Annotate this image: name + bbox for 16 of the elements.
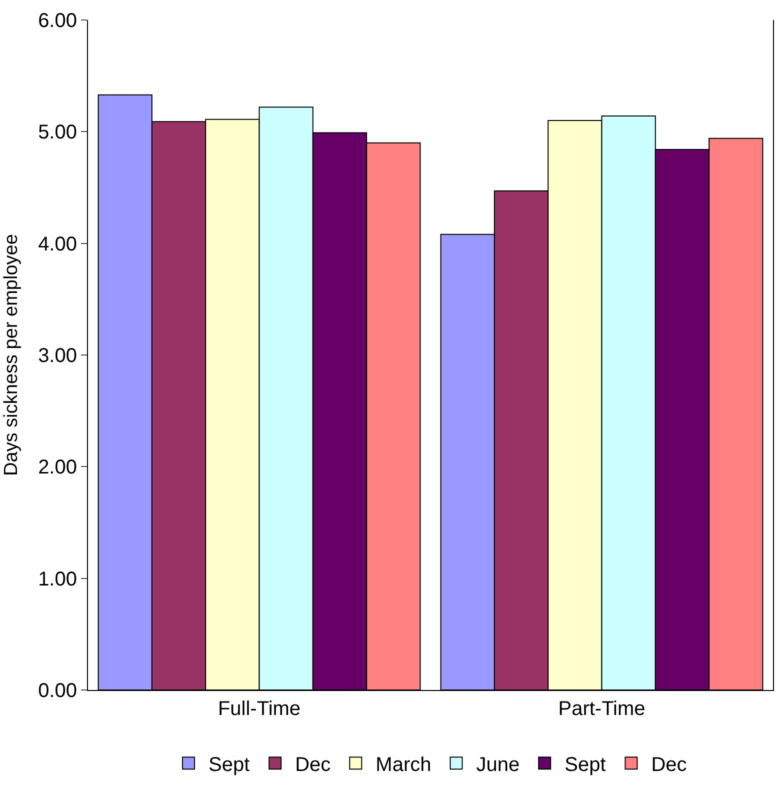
x-tick-label: Full-Time	[218, 698, 301, 720]
y-tick-label: 0.00	[38, 680, 77, 702]
y-tick-label: 4.00	[38, 233, 77, 256]
legend-label: Sept	[208, 754, 250, 776]
x-tick-label: Part-Time	[558, 698, 646, 720]
legend-label: Dec	[295, 754, 331, 776]
y-tick-label: 6.00	[38, 10, 77, 32]
legend-label: Sept	[564, 754, 606, 776]
legend-label: March	[376, 754, 432, 776]
y-tick-label: 3.00	[38, 345, 77, 367]
y-tick-label: 1.00	[38, 568, 77, 590]
y-tick-label: 2.00	[38, 456, 77, 479]
y-axis-title: Days sickness per employee	[0, 234, 22, 476]
y-tick-label: 5.00	[38, 122, 77, 144]
legend-label: Dec	[651, 754, 687, 776]
legend-label: June	[476, 754, 520, 776]
